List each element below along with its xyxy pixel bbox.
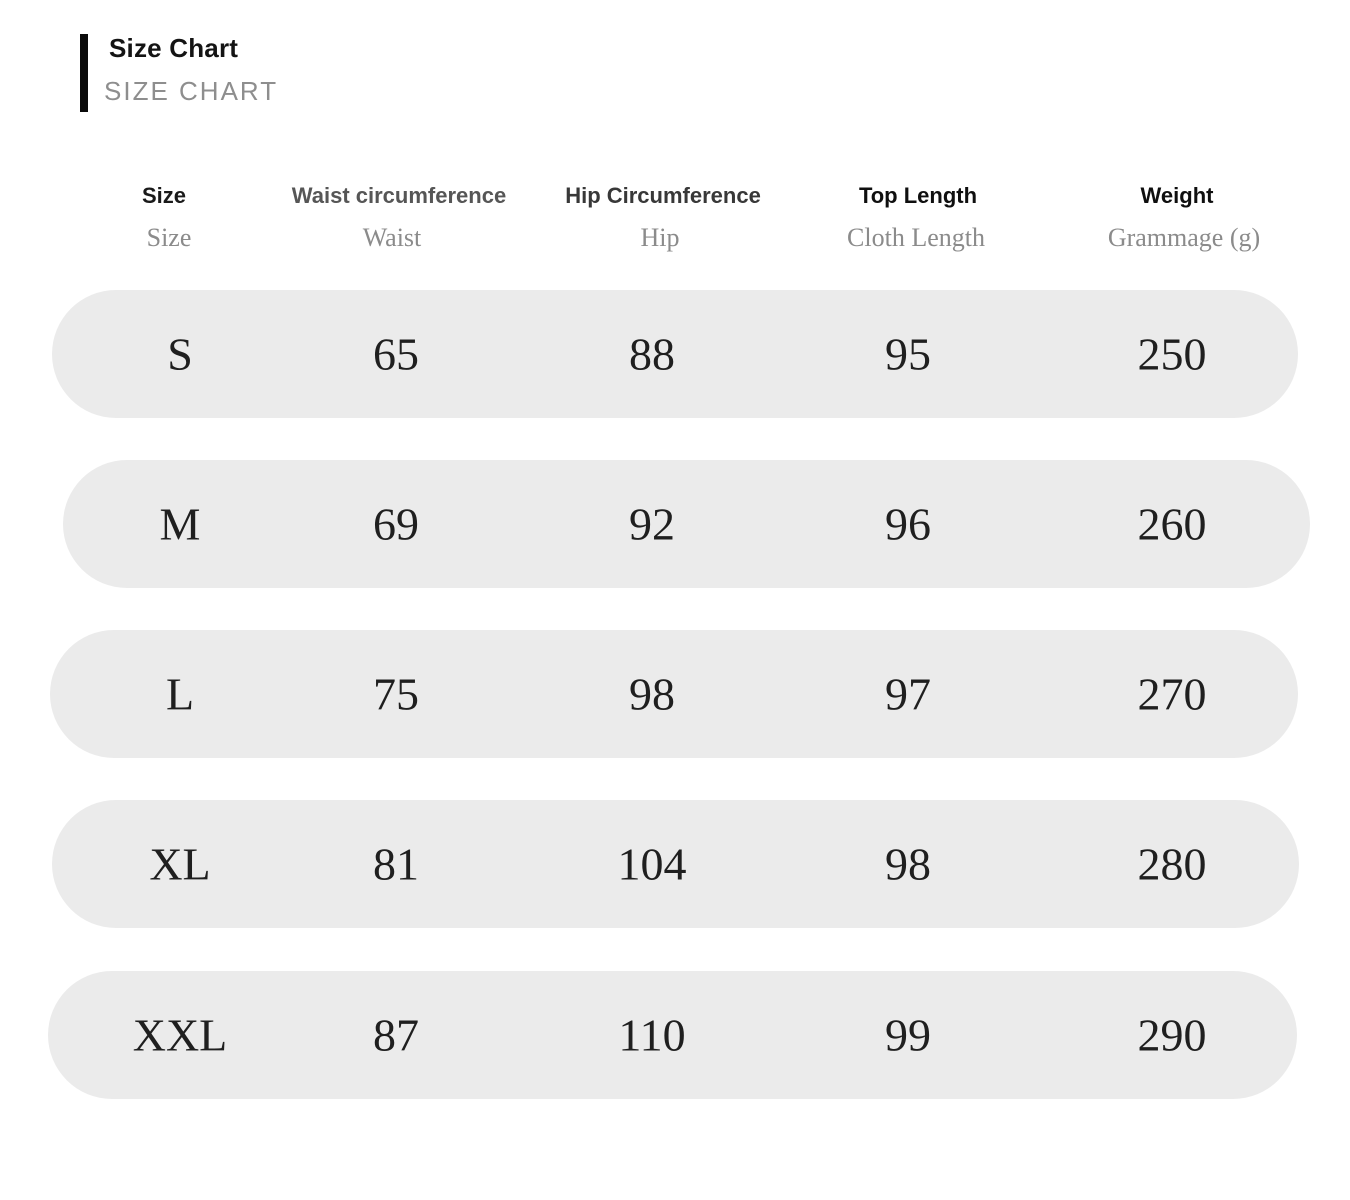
page-title: Size Chart [109, 33, 239, 63]
length-cell: 97 [885, 668, 931, 720]
size-cell: M [159, 498, 201, 550]
weight-cell: 250 [1137, 328, 1207, 380]
waist-cell: 75 [373, 668, 419, 720]
hip-cell: 110 [618, 1009, 686, 1061]
column-subheader-weight: Grammage (g) [1107, 223, 1261, 252]
weight-cell: 260 [1137, 498, 1207, 550]
column-header-waist: Waist circumference [291, 183, 507, 208]
column-subheader-size: Size [146, 223, 192, 252]
column-header-weight: Weight [1140, 183, 1214, 208]
page-subtitle: SIZE CHART [104, 76, 279, 106]
length-cell: 98 [885, 838, 931, 890]
column-subheader-hip: Hip [640, 223, 680, 252]
row-background [52, 800, 1299, 928]
size-cell: L [165, 668, 195, 720]
table-row: XL 81 104 98 280 [0, 800, 1350, 928]
table-row: L 75 98 97 270 [0, 630, 1350, 758]
waist-cell: 65 [373, 328, 419, 380]
waist-cell: 87 [373, 1009, 419, 1061]
row-background [50, 630, 1298, 758]
weight-cell: 270 [1137, 668, 1207, 720]
hip-cell: 104 [617, 838, 687, 890]
column-header-length: Top Length [858, 183, 978, 208]
hip-cell: 88 [629, 328, 675, 380]
row-background [52, 290, 1298, 418]
size-cell: S [167, 328, 193, 380]
weight-cell: 290 [1137, 1009, 1207, 1061]
weight-cell: 280 [1137, 838, 1207, 890]
hip-cell: 92 [629, 498, 675, 550]
size-cell: XL [149, 838, 211, 890]
hip-cell: 98 [629, 668, 675, 720]
waist-cell: 81 [373, 838, 419, 890]
length-cell: 95 [885, 328, 931, 380]
waist-cell: 69 [373, 498, 419, 550]
row-background [63, 460, 1310, 588]
column-header-size: Size [141, 183, 187, 208]
table-row: S 65 88 95 250 [0, 290, 1350, 418]
title-accent-bar [80, 34, 88, 112]
length-cell: 96 [885, 498, 931, 550]
size-cell: XXL [132, 1009, 228, 1061]
column-subheader-waist: Waist [362, 223, 422, 252]
column-header-hip: Hip Circumference [565, 183, 761, 208]
table-row: XXL 87 110 99 290 [0, 971, 1350, 1099]
length-cell: 99 [885, 1009, 931, 1061]
table-row: M 69 92 96 260 [0, 460, 1350, 588]
column-subheader-length: Cloth Length [847, 223, 985, 252]
row-background [48, 971, 1297, 1099]
